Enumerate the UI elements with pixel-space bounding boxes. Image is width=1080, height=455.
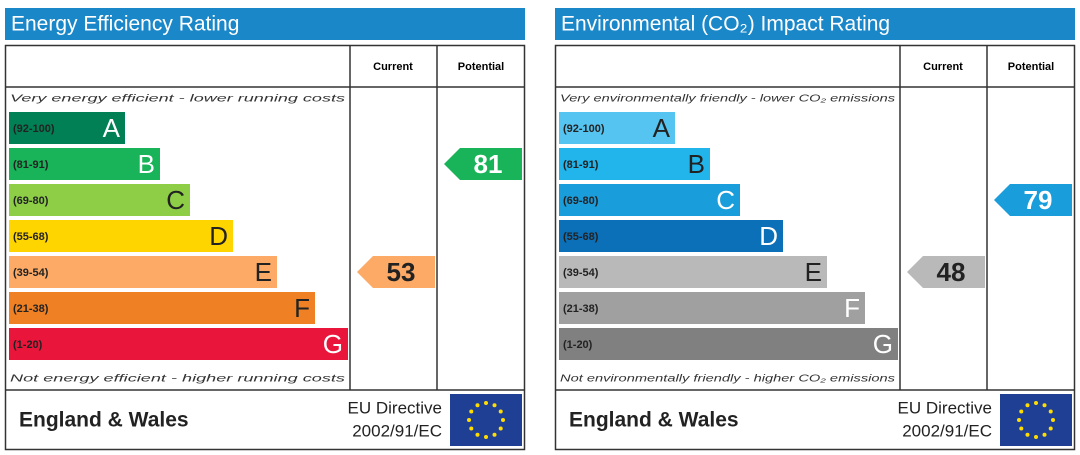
eu-star (467, 418, 471, 422)
band-range: (92-100) (563, 123, 605, 135)
rating-band (9, 148, 160, 180)
eu-star (501, 418, 505, 422)
band-letter: D (759, 221, 778, 251)
current-rating-arrow (357, 256, 435, 288)
current-rating: 53 (387, 257, 416, 287)
eu-star (1042, 432, 1047, 437)
band-range: (21-38) (13, 303, 49, 315)
rating-band (559, 184, 740, 216)
rating-band (9, 184, 190, 216)
eu-star (475, 432, 480, 437)
eu-star (492, 403, 497, 408)
potential-rating: 79 (1024, 185, 1053, 215)
panel-title: Energy Efficiency Rating (11, 13, 239, 36)
bottom-note: Not energy efficient - higher running co… (10, 374, 345, 385)
potential-rating-arrow (444, 148, 522, 180)
region: England & Wales (19, 409, 189, 432)
band-range: (55-68) (13, 231, 49, 243)
eu-star (492, 432, 497, 437)
band-letter: D (209, 221, 228, 251)
current-rating-arrow (907, 256, 985, 288)
eu-star (1048, 409, 1053, 414)
rating-band (9, 220, 233, 252)
rating-band (559, 328, 898, 360)
directive: 2002/91/EC (902, 421, 992, 440)
bottom-note: Not environmentally friendly - higher CO… (560, 374, 895, 385)
title-bar (5, 8, 525, 40)
eu-star (1034, 401, 1038, 405)
top-note: Very energy efficient - lower running co… (10, 94, 345, 105)
rating-band (9, 328, 348, 360)
rating-band (9, 256, 277, 288)
frame (4, 44, 526, 451)
band-letter: F (294, 293, 310, 323)
eu-star (498, 426, 503, 431)
band-letter: E (255, 257, 272, 287)
eu-star (1019, 409, 1024, 414)
potential-rating-arrow (994, 184, 1072, 216)
directive: EU Directive (348, 398, 442, 417)
rating-band (559, 148, 710, 180)
band-range: (1-20) (563, 339, 593, 351)
eu-star (1025, 432, 1030, 437)
column-header: Current (923, 61, 963, 73)
eu-star (1017, 418, 1021, 422)
band-range: (69-80) (563, 195, 599, 207)
current-rating: 48 (937, 257, 966, 287)
title-bar (555, 8, 1075, 40)
band-range: (39-54) (563, 267, 599, 279)
directive: EU Directive (898, 398, 992, 417)
rating-panel: Environmental (CO₂) Impact Rating Current… (554, 8, 1076, 451)
eu-star (475, 403, 480, 408)
eu-star (484, 401, 488, 405)
band-letter: E (805, 257, 822, 287)
band-letter: C (716, 185, 735, 215)
eu-star (1034, 435, 1038, 439)
rating-band (559, 292, 865, 324)
band-range: (81-91) (13, 159, 49, 171)
panel-title: Environmental (CO₂) Impact Rating (561, 13, 890, 36)
band-letter: A (653, 113, 671, 143)
eu-star (469, 426, 474, 431)
band-range: (21-38) (563, 303, 599, 315)
eu-star (1025, 403, 1030, 408)
band-range: (55-68) (563, 231, 599, 243)
rating-band (9, 112, 125, 144)
column-header: Potential (1008, 61, 1054, 73)
eu-star (1048, 426, 1053, 431)
eu-star (498, 409, 503, 414)
eu-star (1019, 426, 1024, 431)
top-note: Very environmentally friendly - lower CO… (560, 94, 895, 105)
rating-band (559, 112, 675, 144)
rating-band (559, 220, 783, 252)
band-letter: F (844, 293, 860, 323)
rating-band (559, 256, 827, 288)
band-letter: G (323, 329, 343, 359)
rating-band (9, 292, 315, 324)
eu-star (469, 409, 474, 414)
band-range: (69-80) (13, 195, 49, 207)
band-range: (1-20) (13, 339, 43, 351)
region: England & Wales (569, 409, 739, 432)
band-letter: G (873, 329, 893, 359)
band-letter: A (103, 113, 121, 143)
eu-star (1051, 418, 1055, 422)
eu-star (484, 435, 488, 439)
frame (554, 44, 1076, 451)
band-letter: B (688, 149, 705, 179)
band-range: (39-54) (13, 267, 49, 279)
band-range: (81-91) (563, 159, 599, 171)
directive: 2002/91/EC (352, 421, 442, 440)
column-header: Potential (458, 61, 504, 73)
column-header: Current (373, 61, 413, 73)
eu-star (1042, 403, 1047, 408)
band-letter: B (138, 149, 155, 179)
potential-rating: 81 (474, 149, 503, 179)
band-letter: C (166, 185, 185, 215)
band-range: (92-100) (13, 123, 55, 135)
rating-panel: Energy Efficiency Rating Current Potential… (4, 8, 526, 451)
